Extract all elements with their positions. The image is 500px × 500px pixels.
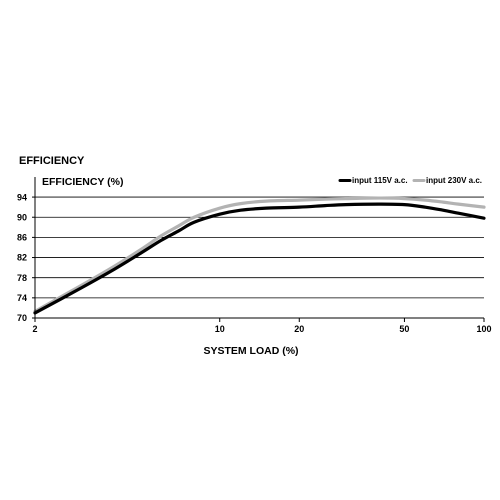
- y-tick-label-90: 90: [17, 212, 27, 222]
- legend-label-0: input 115V a.c.: [352, 176, 408, 185]
- series-layer: [33, 196, 486, 315]
- legend: input 115V a.c. input 230V a.c.: [338, 176, 482, 185]
- chart-title: EFFICIENCY: [19, 155, 85, 167]
- x-tick-label-100: 100: [476, 324, 491, 334]
- grid-layer: [35, 196, 484, 299]
- y-tick-label-70: 70: [17, 313, 27, 323]
- x-tick-label-20: 20: [294, 324, 304, 334]
- y-tick-label-78: 78: [17, 273, 27, 283]
- x-tick-label-2: 2: [32, 324, 37, 334]
- x-tick-labels: 2 10 20 50 100: [32, 318, 492, 334]
- y-tick-label-94: 94: [17, 192, 27, 202]
- y-tick-label-86: 86: [17, 233, 27, 243]
- x-tick-label-10: 10: [215, 324, 225, 334]
- series-line-1: [33, 196, 486, 314]
- series-line-0: [33, 202, 486, 315]
- x-tick-label-50: 50: [399, 324, 409, 334]
- axis-layer: [34, 177, 484, 319]
- y-tick-label-74: 74: [17, 293, 27, 303]
- y-tick-label-82: 82: [17, 253, 27, 263]
- y-tick-labels: 70 74 78 82 86 90 94: [17, 192, 35, 323]
- y-axis-label: EFFICIENCY (%): [42, 176, 123, 188]
- legend-label-1: input 230V a.c.: [426, 176, 482, 185]
- x-axis-label: SYSTEM LOAD (%): [203, 345, 298, 357]
